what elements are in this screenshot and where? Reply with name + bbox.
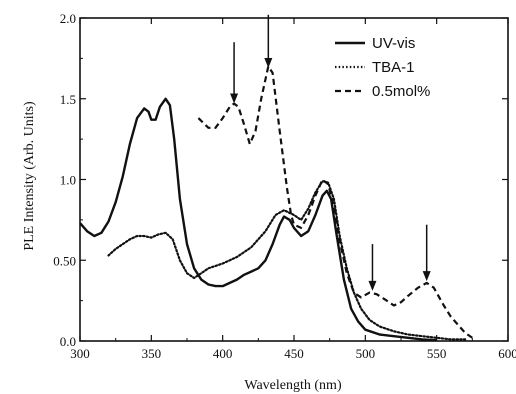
- legend-label: 0.5mol%: [372, 83, 430, 100]
- x-tick-label: 450: [284, 346, 304, 361]
- arrow-annotation-head: [422, 271, 431, 282]
- x-tick-label: 600: [498, 346, 516, 361]
- arrow-annotation-head: [230, 93, 239, 104]
- y-tick-label: 0.0: [60, 334, 76, 349]
- series-line-tba-1: [107, 180, 467, 341]
- legend-label: UV-vis: [372, 35, 415, 52]
- y-axis-label: PLE Intensity (Arb. Units): [22, 101, 37, 251]
- legend-label: TBA-1: [372, 59, 415, 76]
- y-tick-label: 1.5: [60, 92, 76, 107]
- arrow-annotation-head: [264, 57, 273, 68]
- series-line-uv-vis: [79, 97, 437, 342]
- plot-frame: [79, 17, 509, 342]
- x-tick-label: 350: [142, 346, 162, 361]
- x-tick-label: 400: [213, 346, 233, 361]
- y-tick-label: 1.0: [60, 173, 76, 188]
- x-tick-label: 500: [356, 346, 376, 361]
- x-tick-label: 550: [427, 346, 447, 361]
- y-tick-label: 0.50: [53, 253, 76, 268]
- x-tick-label: 300: [70, 346, 90, 361]
- x-axis-label: Wavelength (nm): [244, 378, 342, 393]
- arrow-annotation-head: [368, 280, 377, 291]
- y-tick-label: 2.0: [60, 11, 76, 26]
